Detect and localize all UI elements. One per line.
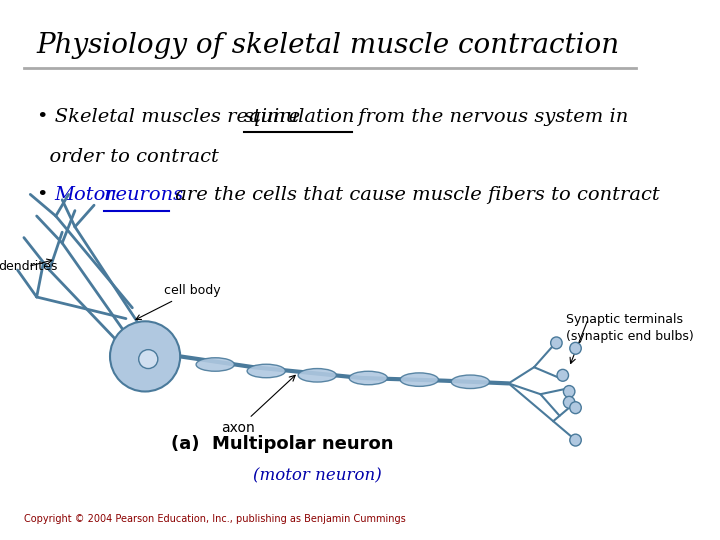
Ellipse shape <box>570 434 581 446</box>
Text: dendrites: dendrites <box>0 259 58 273</box>
Ellipse shape <box>139 350 158 368</box>
Ellipse shape <box>400 373 438 387</box>
Text: Copyright © 2004 Pearson Education, Inc., publishing as Benjamin Cummings: Copyright © 2004 Pearson Education, Inc.… <box>24 514 405 524</box>
Ellipse shape <box>247 364 285 378</box>
Ellipse shape <box>564 396 575 408</box>
Text: (a)  Multipolar neuron: (a) Multipolar neuron <box>171 435 393 453</box>
Ellipse shape <box>110 321 180 392</box>
Ellipse shape <box>451 375 490 389</box>
Text: neurons: neurons <box>104 186 184 204</box>
Text: Synaptic terminals
(synaptic end bulbs): Synaptic terminals (synaptic end bulbs) <box>566 313 693 343</box>
Text: axon: axon <box>222 375 295 435</box>
Text: from the nervous system in: from the nervous system in <box>352 108 629 126</box>
Ellipse shape <box>570 342 581 354</box>
Text: stimulation: stimulation <box>244 108 355 126</box>
Text: Physiology of skeletal muscle contraction: Physiology of skeletal muscle contractio… <box>37 32 620 59</box>
Ellipse shape <box>298 368 336 382</box>
Ellipse shape <box>557 369 569 381</box>
Ellipse shape <box>196 357 234 372</box>
Text: •: • <box>37 186 55 204</box>
Text: Motor: Motor <box>55 186 122 204</box>
Text: order to contract: order to contract <box>37 148 219 166</box>
Text: cell body: cell body <box>136 284 221 320</box>
Text: are the cells that cause muscle fibers to contract: are the cells that cause muscle fibers t… <box>169 186 660 204</box>
Ellipse shape <box>551 337 562 349</box>
Text: (motor neuron): (motor neuron) <box>253 467 382 484</box>
Ellipse shape <box>564 386 575 397</box>
Text: • Skeletal muscles require: • Skeletal muscles require <box>37 108 306 126</box>
Ellipse shape <box>349 372 387 384</box>
Ellipse shape <box>570 402 581 414</box>
